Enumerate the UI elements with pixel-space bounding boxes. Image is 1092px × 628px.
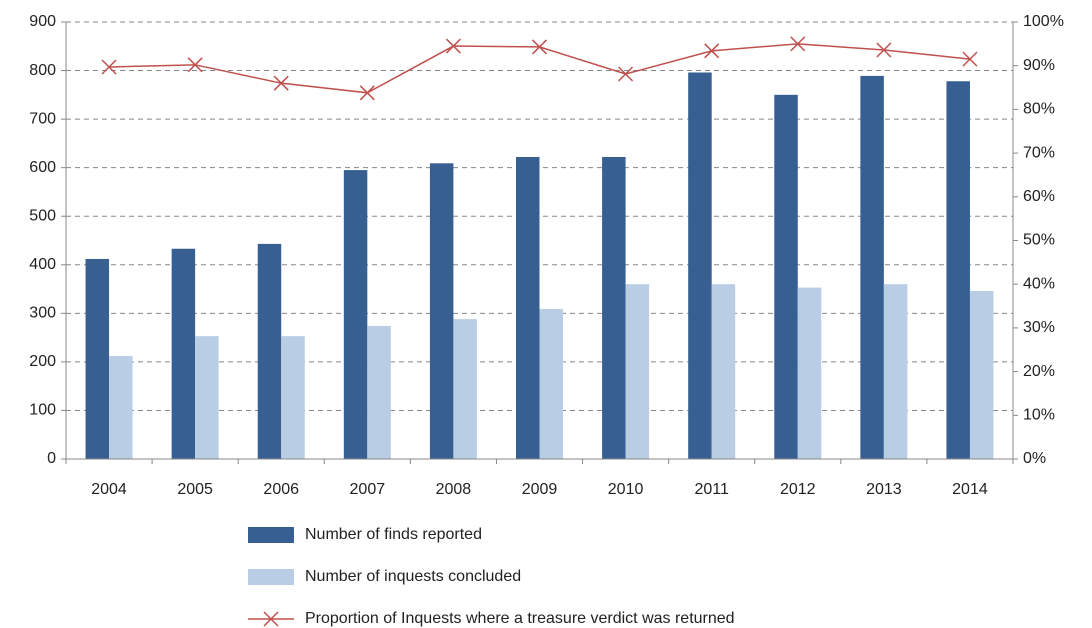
- bar: [257, 243, 282, 459]
- bar: [797, 287, 822, 459]
- bar: [774, 94, 798, 459]
- y2-tick-label: 10%: [1023, 407, 1055, 424]
- x-tick-label: 2013: [866, 481, 902, 498]
- legend-label: Proportion of Inquests where a treasure …: [305, 610, 735, 627]
- legend-swatch: [248, 527, 294, 543]
- y2-tick-label: 90%: [1023, 57, 1055, 74]
- bar: [343, 170, 368, 459]
- line-marker: [876, 42, 892, 58]
- line-marker: [704, 43, 720, 59]
- line-marker: [790, 36, 806, 52]
- y2-tick-label: 50%: [1023, 232, 1055, 249]
- x-tick-label: 2005: [177, 481, 213, 498]
- line-marker: [618, 66, 634, 82]
- y2-tick-label: 40%: [1023, 275, 1055, 292]
- y2-tick-label: 20%: [1023, 363, 1055, 380]
- y-tick-label: 400: [29, 256, 56, 273]
- legend-marker: [263, 611, 279, 627]
- bar: [883, 284, 908, 459]
- bar: [109, 356, 133, 459]
- y2-tick-label: 0%: [1023, 450, 1046, 467]
- bar: [453, 319, 477, 459]
- line-marker: [101, 59, 117, 75]
- line-marker: [273, 75, 289, 91]
- bar: [969, 290, 994, 459]
- y2-tick-label: 60%: [1023, 188, 1055, 205]
- y-tick-label: 200: [29, 353, 56, 370]
- bar: [171, 248, 196, 459]
- bar: [195, 336, 219, 459]
- line-marker: [962, 51, 978, 67]
- y2-tick-label: 70%: [1023, 144, 1055, 161]
- x-tick-label: 2006: [263, 481, 299, 498]
- bar: [625, 284, 650, 459]
- line-marker: [359, 85, 375, 101]
- line: [109, 43, 971, 94]
- x-tick-label: 2009: [522, 481, 558, 498]
- x-tick-label: 2007: [350, 481, 386, 498]
- bar: [688, 72, 712, 460]
- x-tick-label: 2004: [91, 481, 127, 498]
- legend-swatch: [248, 569, 294, 585]
- x-tick-label: 2008: [436, 481, 472, 498]
- bar: [85, 258, 110, 459]
- y-tick-label: 700: [29, 110, 56, 127]
- line-marker: [187, 57, 203, 73]
- x-tick-label: 2010: [608, 481, 644, 498]
- y2-tick-label: 100%: [1023, 13, 1064, 30]
- x-tick-label: 2014: [952, 481, 988, 498]
- y2-tick-label: 80%: [1023, 101, 1055, 118]
- bar: [946, 81, 970, 459]
- bar: [711, 284, 736, 459]
- x-tick-label: 2012: [780, 481, 816, 498]
- y-tick-label: 100: [29, 402, 56, 419]
- bar: [429, 163, 454, 459]
- y-tick-label: 300: [29, 305, 56, 322]
- bar: [281, 336, 305, 459]
- y-tick-label: 0: [47, 450, 56, 467]
- y-tick-label: 800: [29, 62, 56, 79]
- line-marker: [445, 38, 461, 54]
- bar: [860, 75, 884, 459]
- bar: [602, 156, 626, 460]
- legend-label: Number of finds reported: [305, 526, 482, 543]
- y-tick-label: 500: [29, 207, 56, 224]
- line-marker: [531, 39, 548, 55]
- y2-tick-label: 30%: [1023, 319, 1055, 336]
- y-tick-label: 600: [29, 159, 56, 176]
- y-tick-label: 900: [29, 13, 56, 30]
- legend-label: Number of inquests concluded: [305, 568, 521, 585]
- bar: [367, 325, 391, 459]
- bar: [516, 156, 540, 460]
- bar: [539, 308, 563, 459]
- x-tick-label: 2011: [694, 481, 729, 498]
